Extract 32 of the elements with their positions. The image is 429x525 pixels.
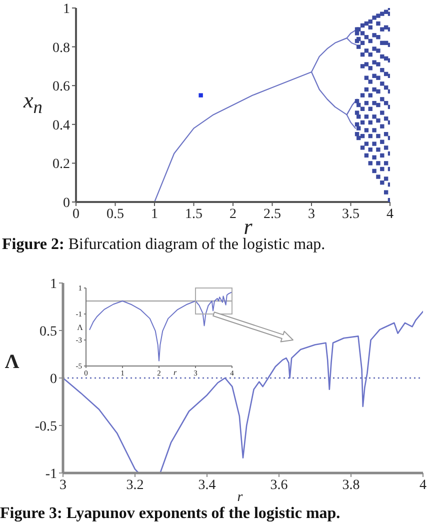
x-tick-label: 3.4 [198,478,216,493]
x-tick-label: 2 [230,206,236,222]
caption: Figure 2: Bifurcation diagram of the logistic map. [2,236,326,254]
caption: Figure 3: Lyapunov exponents of the logistic map. [0,505,340,522]
y-tick-label: -1 [45,466,57,482]
x-tick-label: 2.5 [264,206,281,222]
y-tick-label: 0.6 [52,80,70,95]
x-tick-label: 1 [151,206,158,222]
x-tick-label: 3.2 [126,478,144,493]
x-tick-label: 3 [60,478,66,493]
y-tick-label: 0.5 [40,324,57,340]
y-tick-label: -0.5 [34,419,57,434]
y-tick-label: 0.2 [52,157,70,172]
y-tick-label: 0.4 [52,118,70,134]
x-tick-label: 4 [420,478,426,493]
x-tick-label: 1.5 [185,206,202,222]
y-axis-title: Λ [77,323,83,332]
x-tick-label: 3.6 [270,478,288,493]
y-axis-title: x$_{n}$ [24,88,42,118]
x-tick-label: 3.8 [342,478,360,493]
x-tick-label: 4 [386,206,394,222]
x-tick-label: 0.5 [106,206,124,222]
x-axis-title: r [244,214,252,239]
x-tick-label: 3 [308,206,315,222]
y-tick-label: 1 [50,276,57,292]
x-axis-title: r [173,368,177,377]
y-tick-label: 0.8 [52,40,70,56]
y-tick-label: 1 [63,2,70,17]
y-tick-label: 0 [63,196,70,211]
x-tick-label: 3.5 [342,206,360,222]
y-axis-title: Λ [4,351,20,373]
x-axis-title: r [237,490,243,505]
